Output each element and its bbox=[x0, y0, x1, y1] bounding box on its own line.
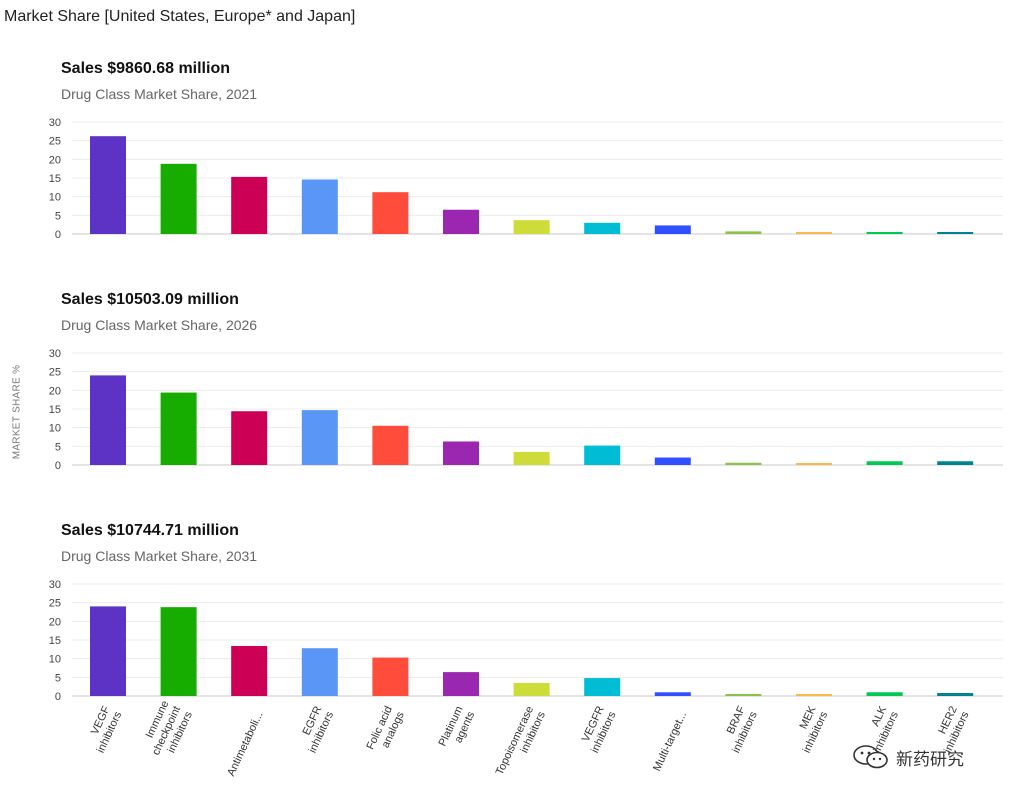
x-tick-label-line: Antimetaboli... bbox=[225, 710, 265, 778]
bar bbox=[513, 451, 550, 465]
bar bbox=[796, 232, 832, 234]
y-tick-label: 5 bbox=[55, 672, 61, 684]
wechat-icon bbox=[853, 745, 888, 769]
y-tick-label: 20 bbox=[49, 154, 61, 166]
bar bbox=[654, 692, 691, 696]
bar bbox=[937, 232, 974, 234]
bar bbox=[231, 411, 268, 465]
bar bbox=[937, 461, 974, 465]
bar bbox=[90, 136, 126, 234]
bar bbox=[725, 694, 762, 696]
bar bbox=[937, 693, 974, 696]
chart-title-2031: Sales $10744.71 million bbox=[61, 522, 239, 539]
bar bbox=[301, 179, 338, 234]
bar bbox=[725, 231, 762, 234]
watermark: 新药研究 bbox=[852, 744, 964, 770]
bar bbox=[796, 463, 832, 465]
bar bbox=[443, 209, 479, 234]
chart-subtitle-2021: Drug Class Market Share, 2021 bbox=[61, 86, 258, 102]
bar bbox=[90, 375, 126, 465]
chart-subtitle-2031: Drug Class Market Share, 2031 bbox=[61, 548, 258, 564]
y-tick-label: 0 bbox=[55, 229, 61, 241]
y-tick-label: 20 bbox=[49, 616, 61, 628]
x-tick-label: Antimetaboli... bbox=[225, 710, 265, 778]
bar bbox=[654, 457, 691, 465]
bar bbox=[513, 682, 550, 696]
bar bbox=[301, 648, 338, 696]
bar bbox=[160, 163, 197, 234]
y-tick-label: 30 bbox=[49, 117, 61, 129]
bar bbox=[160, 392, 197, 465]
bar bbox=[160, 607, 197, 696]
chart-title-2021: Sales $9860.68 million bbox=[61, 60, 230, 77]
y-tick-label: 15 bbox=[49, 173, 61, 185]
bar bbox=[866, 692, 903, 696]
bar bbox=[443, 441, 479, 465]
bar bbox=[725, 462, 762, 465]
y-tick-label: 5 bbox=[55, 441, 61, 453]
bar bbox=[513, 220, 550, 234]
y-tick-label: 30 bbox=[49, 348, 61, 360]
bar bbox=[301, 410, 338, 465]
bar bbox=[796, 694, 832, 696]
y-tick-label: 0 bbox=[55, 691, 61, 703]
bar bbox=[90, 606, 126, 696]
bar bbox=[584, 445, 621, 465]
bar bbox=[866, 232, 903, 234]
y-tick-label: 20 bbox=[49, 385, 61, 397]
bar bbox=[372, 192, 409, 234]
chart-subtitle-2026: Drug Class Market Share, 2026 bbox=[61, 317, 258, 333]
bar bbox=[584, 678, 621, 696]
bar bbox=[372, 657, 409, 696]
y-tick-label: 10 bbox=[49, 654, 61, 666]
x-tick-label: Multi-target... bbox=[651, 710, 689, 773]
y-tick-label: 10 bbox=[49, 192, 61, 204]
bar bbox=[231, 645, 268, 696]
x-tick-label-line: Multi-target... bbox=[651, 710, 689, 773]
y-tick-label: 25 bbox=[49, 598, 61, 610]
page-title: Market Share [United States, Europe* and… bbox=[4, 8, 356, 25]
bar bbox=[866, 461, 903, 465]
watermark-text: 新药研究 bbox=[896, 749, 964, 769]
y-tick-label: 5 bbox=[55, 210, 61, 222]
chart-title-2026: Sales $10503.09 million bbox=[61, 291, 239, 308]
bar bbox=[443, 672, 479, 696]
y-tick-label: 25 bbox=[49, 367, 61, 379]
bar bbox=[584, 222, 621, 234]
y-tick-label: 10 bbox=[49, 423, 61, 435]
bar bbox=[654, 225, 691, 234]
y-tick-label: 15 bbox=[49, 404, 61, 416]
y-tick-label: 15 bbox=[49, 635, 61, 647]
y-tick-label: 25 bbox=[49, 136, 61, 148]
bar bbox=[231, 176, 268, 234]
y-tick-label: 30 bbox=[49, 579, 61, 591]
bar bbox=[372, 425, 409, 465]
y-tick-label: 0 bbox=[55, 460, 61, 472]
